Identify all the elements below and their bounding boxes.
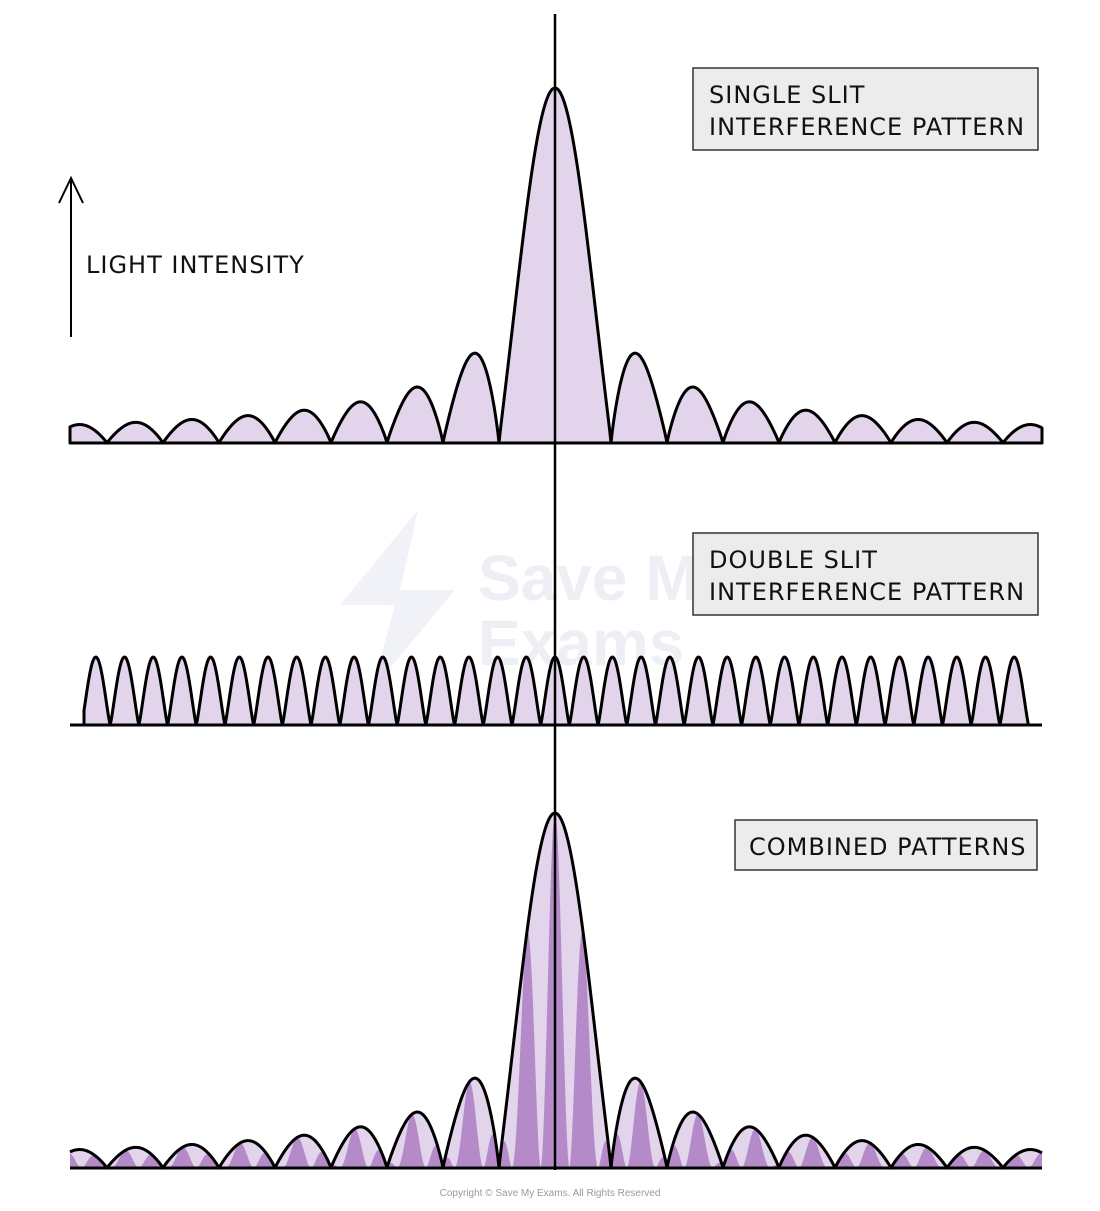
intensity-arrow: LIGHT INTENSITY xyxy=(58,175,305,337)
light-intensity-label: LIGHT INTENSITY xyxy=(86,251,305,279)
watermark-logo-icon xyxy=(340,510,455,690)
single-slit-label-box: SINGLE SLIT INTERFERENCE PATTERN xyxy=(692,67,1039,151)
double-slit-label-box: DOUBLE SLIT INTERFERENCE PATTERN xyxy=(692,532,1039,616)
double-slit-label-line2: INTERFERENCE PATTERN xyxy=(709,578,1025,606)
combined-label: COMBINED PATTERNS xyxy=(749,833,1027,861)
double-slit-label-line1: DOUBLE SLIT xyxy=(709,546,878,574)
single-slit-label-line2: INTERFERENCE PATTERN xyxy=(709,113,1025,141)
watermark: Save My Exams xyxy=(340,510,735,690)
copyright-text: Copyright © Save My Exams. All Rights Re… xyxy=(440,1188,661,1199)
watermark-line1: Save My xyxy=(478,542,735,614)
single-slit-label-line1: SINGLE SLIT xyxy=(709,81,865,109)
arrow-up-icon xyxy=(58,175,84,204)
combined-label-box: COMBINED PATTERNS xyxy=(734,819,1038,871)
